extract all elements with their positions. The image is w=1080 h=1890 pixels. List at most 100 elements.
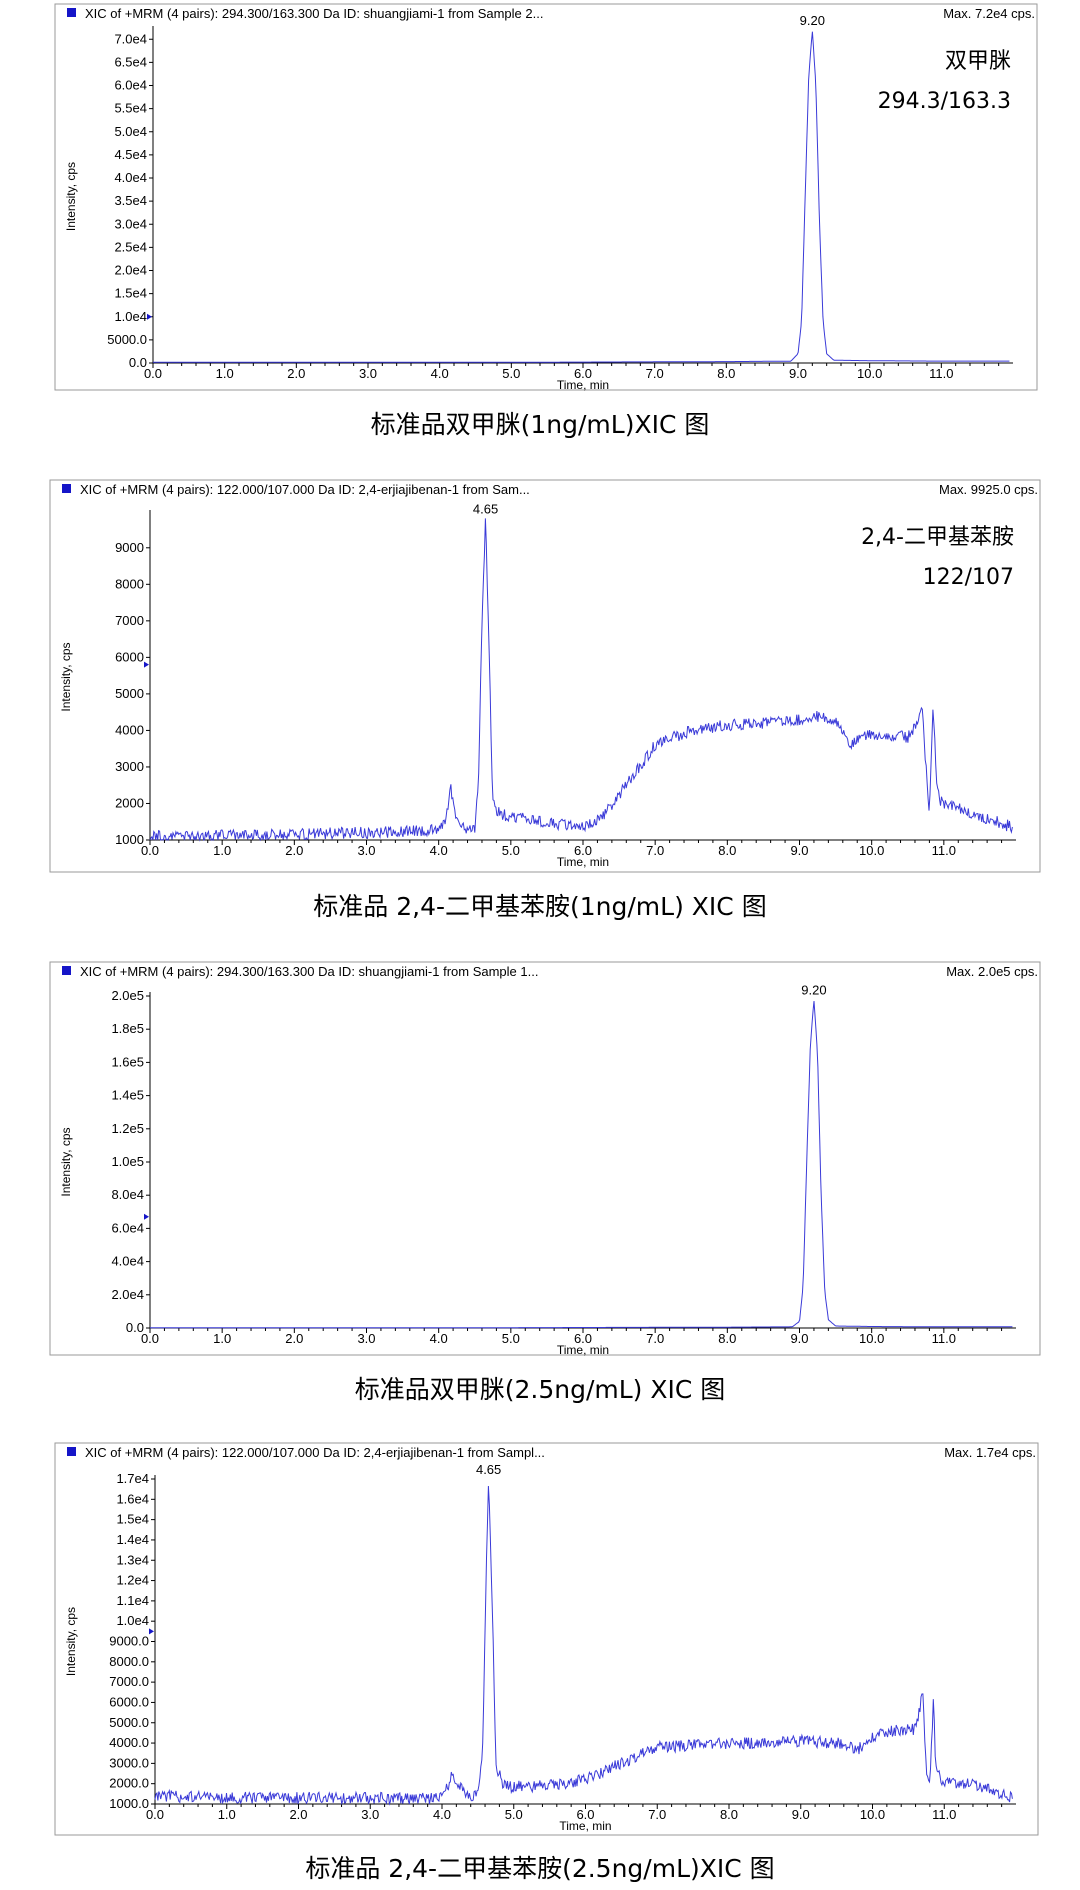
- x-tick-label: 9.0: [792, 1807, 810, 1822]
- x-tick-label: 6.0: [574, 843, 592, 858]
- x-tick-label: 0.0: [141, 843, 159, 858]
- chart-panel-2: XIC of +MRM (4 pairs): 122.000/107.000 D…: [0, 478, 1080, 928]
- max-intensity-label: Max. 9925.0 cps.: [939, 482, 1038, 497]
- x-tick-label: 2.0: [289, 1807, 307, 1822]
- y-tick-label: 1.2e5: [111, 1121, 144, 1136]
- y-tick-label: 2000: [115, 795, 144, 810]
- xic-chart-3: XIC of +MRM (4 pairs): 294.300/163.300 D…: [49, 961, 1041, 1357]
- x-tick-label: 3.0: [359, 366, 377, 381]
- x-tick-label: 7.0: [648, 1807, 666, 1822]
- y-tick-label: 8.0e4: [111, 1187, 144, 1202]
- peak-label: 9.20: [800, 13, 825, 28]
- x-tick-label: 1.0: [218, 1807, 236, 1822]
- y-tick-label: 5.0e4: [114, 124, 147, 139]
- x-tick-label: 5.0: [502, 843, 520, 858]
- compound-name-label: 2,4-二甲基苯胺: [861, 525, 1014, 550]
- x-tick-label: 2.0: [285, 1331, 303, 1346]
- x-axis-label: Time, min: [557, 1343, 609, 1357]
- x-tick-label: 3.0: [357, 843, 375, 858]
- chart-panel-3: XIC of +MRM (4 pairs): 294.300/163.300 D…: [0, 960, 1080, 1410]
- xic-chart-2: XIC of +MRM (4 pairs): 122.000/107.000 D…: [49, 479, 1041, 873]
- x-tick-label: 11.0: [929, 366, 953, 381]
- xic-trace-line: [150, 1000, 1013, 1329]
- x-tick-label: 7.0: [646, 1331, 664, 1346]
- y-tick-label: 2.5e4: [114, 239, 147, 254]
- chart-header: XIC of +MRM (4 pairs): 294.300/163.300 D…: [85, 6, 543, 21]
- y-tick-label: 5000: [115, 686, 144, 701]
- y-tick-label: 6.0e4: [111, 1220, 144, 1235]
- xic-trace-line: [149, 518, 1013, 842]
- y-tick-label: 5000.0: [107, 332, 147, 347]
- y-tick-label: 1.4e5: [111, 1088, 144, 1103]
- y-tick-label: 9000: [115, 540, 144, 555]
- y-tick-label: 2000.0: [109, 1776, 149, 1791]
- chart-frame: [49, 961, 1041, 1356]
- x-tick-label: 8.0: [718, 1331, 736, 1346]
- y-tick-label: 1.0e4: [114, 309, 147, 324]
- legend-square-icon: [62, 484, 71, 493]
- x-tick-label: 6.0: [576, 1807, 594, 1822]
- x-tick-label: 5.0: [502, 1331, 520, 1346]
- chart-panel-4: XIC of +MRM (4 pairs): 122.000/107.000 D…: [0, 1441, 1080, 1890]
- y-tick-label: 5.5e4: [114, 101, 147, 116]
- y-tick-label: 1.5e4: [116, 1512, 149, 1527]
- x-tick-label: 1.0: [213, 843, 231, 858]
- y-tick-label: 2.0e5: [111, 988, 144, 1003]
- x-axis-label: Time, min: [559, 1819, 611, 1833]
- x-tick-label: 10.0: [859, 843, 884, 858]
- legend-square-icon: [62, 966, 71, 975]
- x-tick-label: 2.0: [287, 366, 305, 381]
- legend-square-icon: [67, 1447, 76, 1456]
- y-tick-label: 1.0e5: [111, 1154, 144, 1169]
- y-tick-label: 3.0e4: [114, 216, 147, 231]
- y-tick-label: 3000.0: [109, 1755, 149, 1770]
- y-axis-marker-icon: [147, 313, 152, 320]
- y-tick-label: 7000.0: [109, 1674, 149, 1689]
- y-tick-label: 8000.0: [109, 1654, 149, 1669]
- x-axis-label: Time, min: [557, 378, 609, 392]
- y-tick-label: 1.8e5: [111, 1021, 144, 1036]
- y-tick-label: 1.1e4: [116, 1593, 149, 1608]
- chart-header: XIC of +MRM (4 pairs): 122.000/107.000 D…: [85, 1445, 545, 1460]
- x-tick-label: 6.0: [574, 1331, 592, 1346]
- transition-label: 122/107: [923, 565, 1014, 590]
- x-tick-label: 8.0: [720, 1807, 738, 1822]
- x-tick-label: 5.0: [505, 1807, 523, 1822]
- y-tick-label: 4000.0: [109, 1735, 149, 1750]
- y-tick-label: 3.5e4: [114, 193, 147, 208]
- chart-header: XIC of +MRM (4 pairs): 294.300/163.300 D…: [80, 964, 538, 979]
- x-tick-label: 8.0: [717, 366, 735, 381]
- chart-caption-3: 标准品双甲脒(2.5ng/mL) XIC 图: [354, 1375, 726, 1404]
- max-intensity-label: Max. 7.2e4 cps.: [943, 6, 1035, 21]
- x-tick-label: 1.0: [216, 366, 234, 381]
- x-tick-label: 10.0: [857, 366, 882, 381]
- y-tick-label: 7000: [115, 613, 144, 628]
- x-axis-label: Time, min: [557, 855, 609, 869]
- y-tick-label: 6.0e4: [114, 78, 147, 93]
- y-tick-label: 2.0e4: [111, 1287, 144, 1302]
- peak-label: 4.65: [476, 1462, 501, 1477]
- xic-trace-line: [154, 1485, 1013, 1806]
- x-tick-label: 1.0: [213, 1331, 231, 1346]
- y-tick-label: 4.0e4: [114, 170, 147, 185]
- y-tick-label: 1.6e4: [116, 1491, 149, 1506]
- x-tick-label: 10.0: [860, 1807, 885, 1822]
- y-tick-label: 0.0: [126, 1320, 144, 1335]
- y-tick-label: 2.0e4: [114, 263, 147, 278]
- xic-chart-1: XIC of +MRM (4 pairs): 294.300/163.300 D…: [54, 3, 1038, 392]
- xic-trace-line: [153, 31, 1010, 363]
- x-tick-label: 11.0: [932, 1807, 956, 1822]
- peak-label: 4.65: [473, 502, 498, 517]
- x-tick-label: 9.0: [790, 1331, 808, 1346]
- y-tick-label: 4.0e4: [111, 1254, 144, 1269]
- x-tick-label: 10.0: [859, 1331, 884, 1346]
- y-tick-label: 1.3e4: [116, 1552, 149, 1567]
- y-tick-label: 8000: [115, 576, 144, 591]
- x-tick-label: 7.0: [646, 843, 664, 858]
- y-tick-label: 1.0e4: [116, 1613, 149, 1628]
- y-tick-label: 3000: [115, 759, 144, 774]
- x-tick-label: 3.0: [361, 1807, 379, 1822]
- y-axis-label: Intensity, cps: [64, 1607, 78, 1676]
- y-tick-label: 9000.0: [109, 1634, 149, 1649]
- y-tick-label: 7.0e4: [114, 31, 147, 46]
